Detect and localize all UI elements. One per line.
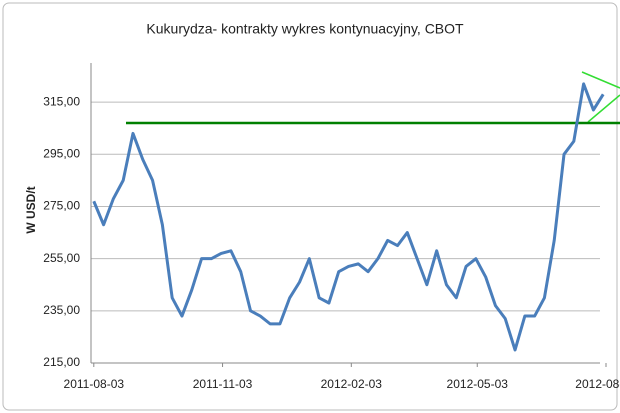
y-tick-label: 235,00 — [43, 303, 80, 317]
y-tick-label: 275,00 — [43, 199, 80, 213]
x-tick-label: 2012-02-03 — [321, 377, 383, 391]
x-tick-label: 2012-08-03 — [575, 377, 620, 391]
trend-line — [587, 94, 620, 123]
y-axis-label: W USD/t — [24, 186, 38, 233]
y-tick-label: 315,00 — [43, 94, 80, 108]
y-tick-label: 255,00 — [43, 251, 80, 265]
trend-line — [581, 71, 620, 89]
x-tick-label: 2011-11-03 — [193, 377, 253, 391]
x-tick-label: 2011-08-03 — [64, 377, 125, 391]
y-tick-label: 215,00 — [43, 355, 80, 369]
y-tick-label: 295,00 — [43, 146, 80, 160]
chart-title: Kukurydza- kontrakty wykres kontynuacyjn… — [146, 21, 464, 37]
data-line — [92, 82, 605, 352]
x-tick-label: 2012-05-03 — [447, 377, 509, 391]
